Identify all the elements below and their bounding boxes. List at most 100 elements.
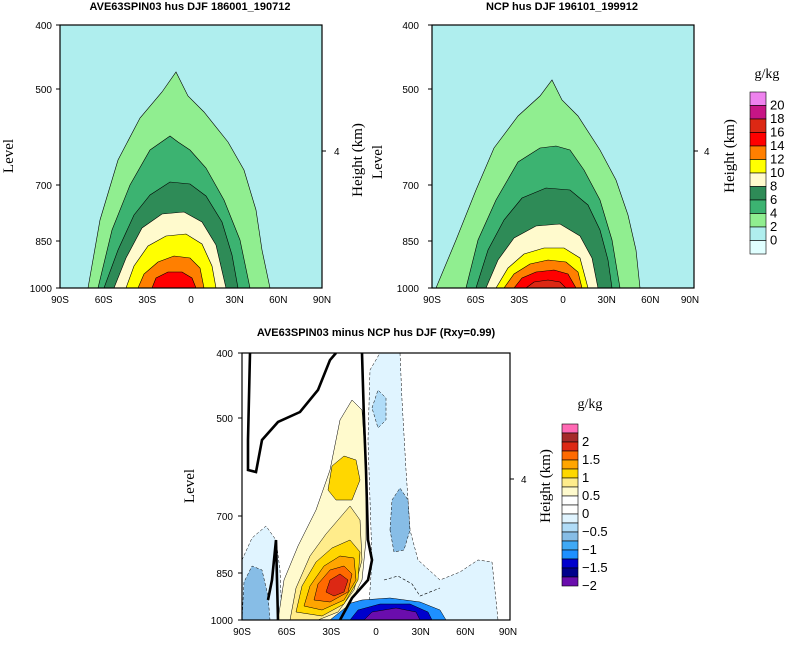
- colorbar-top-swatch: [749, 118, 767, 133]
- panel-3-xtick-0: 90S: [233, 627, 251, 638]
- panel-3-xtick-3: 0: [373, 627, 379, 638]
- colorbar-top-swatch: [749, 213, 767, 228]
- panel-3-y2axis: 4 Height (km): [510, 449, 554, 523]
- colorbar-top-label: 14: [770, 138, 784, 153]
- panel-1-ytick-1: 500: [35, 85, 52, 96]
- colorbar-top-swatch: [749, 91, 767, 106]
- colorbar-bottom-swatch: [561, 522, 579, 533]
- panel-3-anomaly-neg-mid-east: [389, 487, 411, 553]
- panel-1-ytick-2: 700: [35, 181, 52, 192]
- panel-3-anomaly-neg-mid-upper: [371, 389, 387, 429]
- colorbar-bottom-swatch: [561, 567, 579, 578]
- colorbar-bottom-swatch: [561, 513, 579, 524]
- panel-1-xtick-2: 30S: [138, 295, 156, 306]
- colorbar-top-label: 20: [770, 98, 784, 113]
- panel-3-ytick-0: 400: [216, 349, 233, 360]
- panel-2-ytick-2: 700: [402, 181, 419, 192]
- colorbar-top-label: 0: [770, 233, 777, 248]
- panel-2-y2tick-0: 4: [704, 147, 710, 158]
- panel-2-contour-16: [525, 279, 567, 288]
- panel-3: AVE63SPIN03 minus NCP hus DJF (Rxy=0.99): [182, 327, 554, 638]
- panel-3-frame: [241, 352, 511, 621]
- colorbar-bottom-swatch: [561, 495, 579, 506]
- panel-3-xtick-6: 90N: [499, 627, 517, 638]
- panel-1-xtick-0: 90S: [51, 295, 69, 306]
- colorbar-bottom-swatch: [561, 558, 579, 569]
- panel-2-xtick-0: 90S: [423, 295, 441, 306]
- colorbar-bottom-label: 1: [582, 470, 589, 485]
- colorbar-bottom-label: 1.5: [582, 452, 600, 467]
- colorbar-top-swatch: [749, 186, 767, 201]
- panel-1-contours: [87, 71, 271, 288]
- panel-2-ytick-3: 850: [402, 237, 419, 248]
- colorbar-bottom-swatch: [561, 486, 579, 497]
- colorbar-top-label: 10: [770, 165, 784, 180]
- panel-3-anomaly-pos-red: [325, 573, 349, 597]
- panel-2: NCP hus DJF 196101_199912 400 500 700 85…: [370, 1, 738, 306]
- colorbar-bottom-label: −1.5: [582, 560, 608, 575]
- colorbar-bottom-label: 0.5: [582, 488, 600, 503]
- colorbar-top-swatch: [749, 105, 767, 120]
- colorbar-top-label: 16: [770, 125, 784, 140]
- panel-3-zero-contour-south: [266, 539, 280, 620]
- panel-3-ytick-4: 1000: [211, 616, 234, 627]
- colorbar-bottom-swatch: [561, 468, 579, 479]
- panel-3-xtick-4: 30N: [412, 627, 430, 638]
- colorbar-top-swatch: [749, 132, 767, 147]
- panel-3-contour-east-thin: [383, 575, 441, 597]
- colorbar-bottom-label: 2: [582, 434, 589, 449]
- panel-1-xtick-6: 90N: [313, 295, 331, 306]
- panel-3-ylabel: Level: [182, 469, 198, 503]
- panel-1-frame: [59, 24, 323, 289]
- panel-2-xtick-6: 90N: [681, 295, 699, 306]
- colorbar-top-label: 2: [770, 219, 777, 234]
- colorbar-bottom-swatches: [561, 423, 579, 587]
- panel-2-ylabel: Level: [370, 145, 386, 179]
- panel-2-contours: [435, 79, 641, 288]
- panel-2-ytick-0: 400: [402, 21, 419, 32]
- colorbar-bottom-swatch: [561, 531, 579, 542]
- panel-1-y2tick-0: 4: [334, 147, 340, 158]
- colorbar-bottom-unit: g/kg: [578, 397, 603, 412]
- colorbar-top-swatch: [749, 240, 767, 255]
- colorbar-bottom-label: −2: [582, 578, 597, 593]
- panel-3-title: AVE63SPIN03 minus NCP hus DJF (Rxy=0.99): [257, 327, 496, 339]
- panel-2-xaxis: 90S 60S 30S 0 30N 60N 90N: [423, 295, 699, 306]
- colorbar-bottom-label: −0.5: [582, 524, 608, 539]
- colorbar-bottom-swatch: [561, 459, 579, 470]
- colorbar-top-label: 8: [770, 179, 777, 194]
- colorbar-bottom: g/kg 2 1.5 1 0.5 0 −0.5 −1 −1.5 −2: [561, 397, 608, 593]
- panel-1-ytick-4: 1000: [30, 284, 53, 295]
- panel-3-ytick-3: 850: [216, 569, 233, 580]
- colorbar-bottom-swatch: [561, 450, 579, 461]
- colorbar-bottom-swatch: [561, 549, 579, 560]
- colorbar-bottom-swatch: [561, 441, 579, 452]
- panel-3-xaxis: 90S 60S 30S 0 30N 60N 90N: [233, 627, 517, 638]
- colorbar-bottom-swatch: [561, 432, 579, 443]
- colorbar-bottom-swatch: [561, 576, 579, 587]
- panel-3-xtick-1: 60S: [278, 627, 296, 638]
- colorbar-bottom-swatch: [561, 423, 579, 434]
- panel-3-zero-contour-west: [246, 353, 337, 474]
- panel-1-xtick-3: 0: [188, 295, 194, 306]
- panel-2-xtick-2: 30S: [510, 295, 528, 306]
- panel-2-yaxis: 400 500 700 850 1000 Level: [370, 21, 432, 295]
- panel-1-xtick-1: 60S: [95, 295, 113, 306]
- panel-3-ytick-1: 500: [216, 414, 233, 425]
- panel-1-title: AVE63SPIN03 hus DJF 186001_190712: [90, 1, 291, 13]
- colorbar-bottom-label: −1: [582, 542, 597, 557]
- panel-1-y2label: Height (km): [350, 123, 366, 197]
- panel-3-y2label: Height (km): [538, 449, 554, 523]
- colorbar-top-swatch: [749, 199, 767, 214]
- colorbar-bottom-swatch: [561, 504, 579, 515]
- panel-3-contours: [242, 353, 499, 620]
- panel-2-y2axis: 4 Height (km): [694, 119, 738, 193]
- panel-2-ytick-1: 500: [402, 85, 419, 96]
- panel-3-yaxis: 400 500 700 850 1000 Level: [182, 349, 242, 627]
- panel-1-ylabel: Level: [1, 139, 17, 173]
- panel-2-title: NCP hus DJF 196101_199912: [486, 1, 638, 13]
- panel-1-ytick-3: 850: [35, 237, 52, 248]
